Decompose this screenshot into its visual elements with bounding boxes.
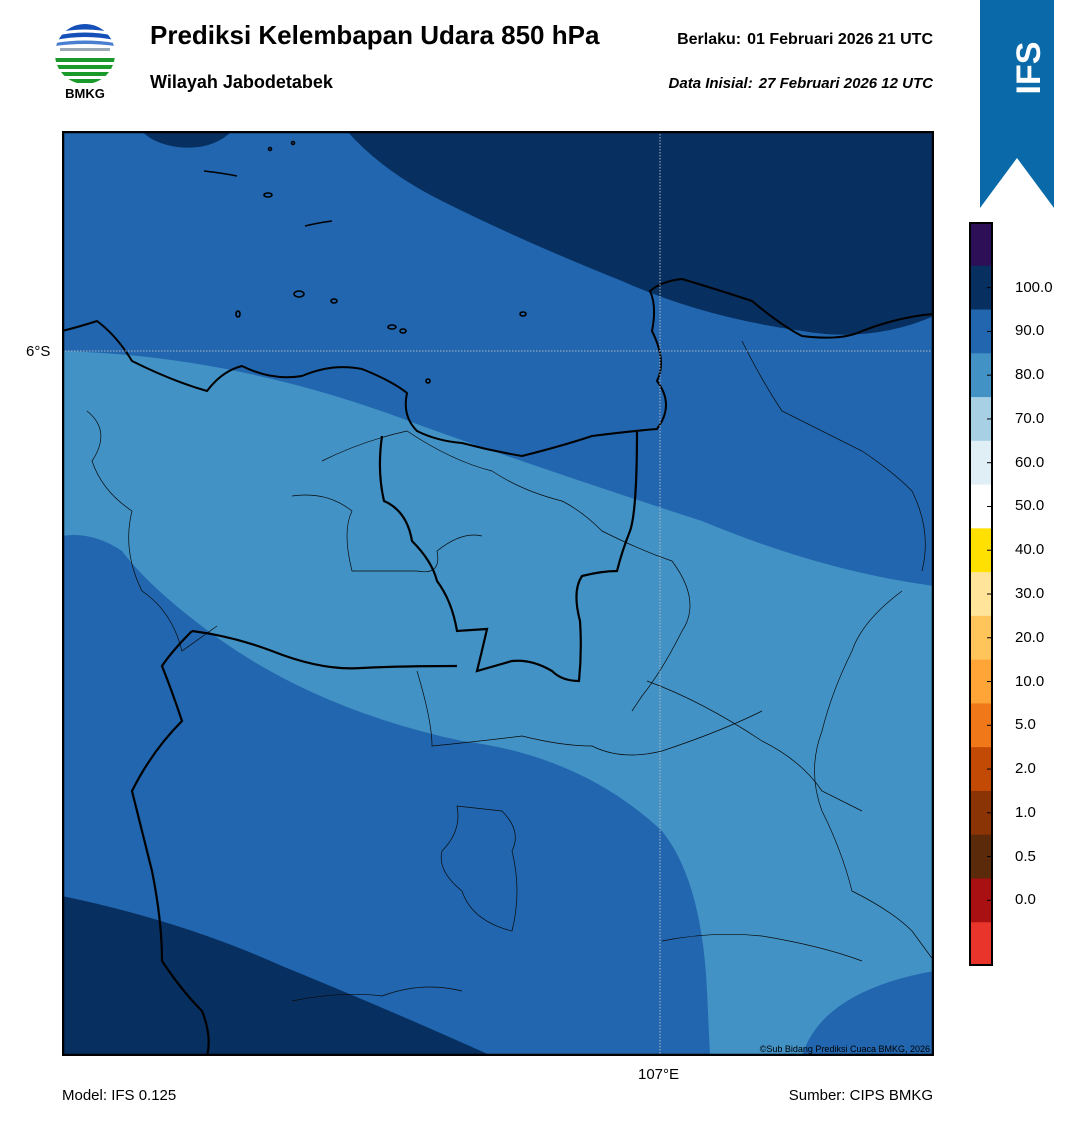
latitude-label: 6°S: [26, 343, 50, 360]
colorbar-label: 60.0: [1015, 454, 1044, 471]
colorbar-scale: [969, 222, 993, 966]
colorbar-label: 30.0: [1015, 585, 1044, 602]
map-copyright: ©Sub Bidang Prediksi Cuaca BMKG, 2026: [760, 1044, 930, 1054]
logo-text: BMKG: [65, 86, 105, 100]
valid-time: Berlaku: 01 Februari 2026 21 UTC: [677, 31, 933, 49]
model-info: Model: IFS 0.125: [62, 1087, 176, 1104]
colorbar-swatch: [969, 222, 993, 266]
colorbar-label: 5.0: [1015, 716, 1036, 733]
init-label: Data Inisial:: [669, 75, 753, 92]
humidity-map: ©Sub Bidang Prediksi Cuaca BMKG, 2026: [62, 131, 934, 1056]
colorbar-label: 10.0: [1015, 673, 1044, 690]
colorbar-label: 90.0: [1015, 322, 1044, 339]
valid-value: 01 Februari 2026 21 UTC: [747, 31, 933, 48]
colorbar-label: 50.0: [1015, 497, 1044, 514]
data-source: Sumber: CIPS BMKG: [789, 1087, 933, 1104]
map-canvas: ©Sub Bidang Prediksi Cuaca BMKG, 2026: [62, 131, 934, 1056]
colorbar-swatch: [969, 922, 993, 966]
longitude-label: 107°E: [638, 1066, 679, 1083]
colorbar-label: 80.0: [1015, 366, 1044, 383]
colorbar-label: 100.0: [1015, 279, 1053, 296]
colorbar-label: 1.0: [1015, 804, 1036, 821]
init-time: Data Inisial: 27 Februari 2026 12 UTC: [669, 75, 933, 92]
colorbar: [969, 222, 993, 966]
ribbon-shape: [980, 0, 1054, 208]
map-subtitle: Wilayah Jabodetabek: [150, 72, 333, 93]
colorbar-label: 2.0: [1015, 760, 1036, 777]
colorbar-label: 40.0: [1015, 541, 1044, 558]
ribbon-text: IFS: [1010, 42, 1048, 95]
model-ribbon: IFS: [980, 0, 1054, 210]
colorbar-label: 20.0: [1015, 629, 1044, 646]
valid-label: Berlaku:: [677, 31, 741, 48]
colorbar-label: 70.0: [1015, 410, 1044, 427]
map-title: Prediksi Kelembapan Udara 850 hPa: [150, 20, 599, 51]
colorbar-label: 0.5: [1015, 848, 1036, 865]
init-value: 27 Februari 2026 12 UTC: [759, 75, 933, 92]
bmkg-logo: BMKG: [50, 20, 120, 100]
colorbar-label: 0.0: [1015, 891, 1036, 908]
bmkg-logo-emblem: BMKG: [50, 20, 120, 100]
